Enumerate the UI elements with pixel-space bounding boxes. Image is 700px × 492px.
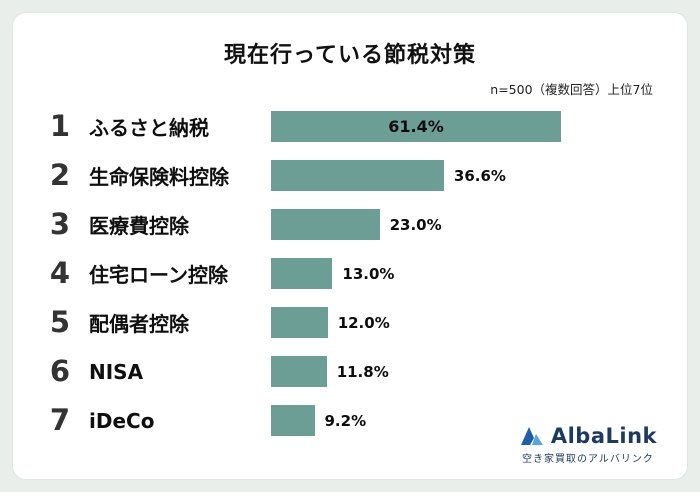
- brand-tagline: 空き家買取のアルバリンク: [521, 454, 654, 465]
- bar-row: 7 iDeCo 9.2%: [41, 396, 659, 445]
- category-label: NISA: [89, 359, 144, 384]
- bar-row: 3 医療費控除 23.0%: [41, 200, 659, 249]
- value-label: 23.0%: [389, 215, 442, 234]
- category-label: 生命保険料控除: [89, 165, 229, 189]
- value-label: 13.0%: [342, 264, 395, 283]
- rank-number: 4: [49, 256, 71, 290]
- rank-number: 6: [49, 354, 71, 388]
- chart-title: 現在行っている節税対策: [224, 43, 476, 68]
- brand-logo: AlbaLink 空き家買取のアルバリンク: [519, 424, 657, 465]
- bar-row: 2 生命保険料控除 36.6%: [41, 151, 659, 200]
- albalink-logo-icon: [519, 425, 545, 447]
- bar-row: 4 住宅ローン控除 13.0%: [41, 249, 659, 298]
- sample-size-note: n=500（複数回答）上位7位: [490, 82, 653, 97]
- value-label: 36.6%: [453, 166, 506, 185]
- bar: [271, 209, 380, 240]
- category-label: 住宅ローン控除: [89, 263, 228, 287]
- bar-row: 1 ふるさと納税 61.4%: [41, 102, 659, 151]
- bar: [271, 356, 327, 387]
- category-label: 医療費控除: [89, 214, 189, 238]
- category-label: ふるさと納税: [89, 116, 209, 140]
- bar: [271, 160, 444, 191]
- category-label: iDeCo: [89, 408, 155, 433]
- category-label: 配偶者控除: [89, 312, 189, 336]
- value-label: 11.8%: [336, 362, 389, 381]
- bar-track: 36.6%: [271, 160, 659, 191]
- bar-track: 12.0%: [271, 307, 659, 338]
- bar-row: 6 NISA 11.8%: [41, 347, 659, 396]
- bar-track: 11.8%: [271, 356, 659, 387]
- bar-track: 13.0%: [271, 258, 659, 289]
- rank-number: 5: [49, 305, 71, 339]
- bar: [271, 258, 333, 289]
- value-label: 12.0%: [337, 313, 390, 332]
- value-label: 61.4%: [388, 117, 444, 136]
- bar: [271, 307, 328, 338]
- bar-track: 23.0%: [271, 209, 659, 240]
- rank-number: 3: [49, 207, 71, 241]
- bar: 61.4%: [271, 111, 561, 142]
- bar: [271, 405, 315, 436]
- value-label: 9.2%: [324, 411, 367, 430]
- bar-track: 9.2%: [271, 405, 659, 436]
- rank-number: 1: [49, 109, 71, 143]
- rank-number: 7: [49, 403, 71, 437]
- chart-card: 現在行っている節税対策 n=500（複数回答）上位7位 1 ふるさと納税 61.4%…: [12, 12, 688, 480]
- bar-chart: 1 ふるさと納税 61.4% 2 生命保険料控除 36.6% 3 医療費控除 23.0% 4 住宅ロ…: [41, 102, 659, 445]
- bar-track: 61.4%: [271, 111, 659, 142]
- rank-number: 2: [49, 158, 71, 192]
- brand-name: AlbaLink: [550, 424, 657, 448]
- bar-row: 5 配偶者控除 12.0%: [41, 298, 659, 347]
